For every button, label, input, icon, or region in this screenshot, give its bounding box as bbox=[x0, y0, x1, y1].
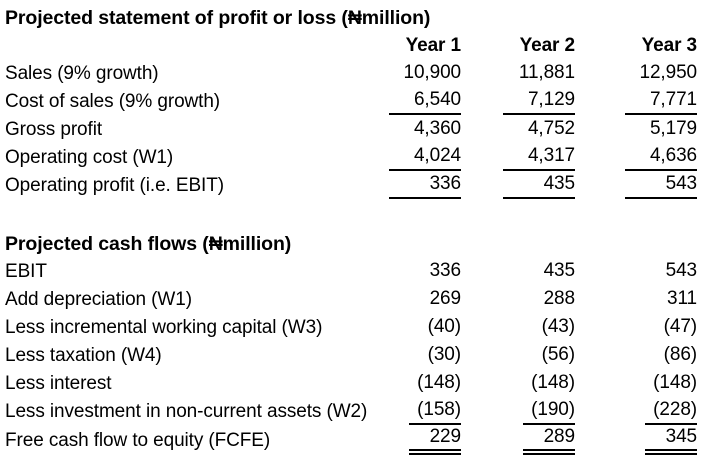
row-label: Operating profit (i.e. EBIT) bbox=[5, 175, 224, 196]
cell-value: 4,636 bbox=[577, 144, 705, 172]
cell-value: (56) bbox=[541, 344, 575, 365]
table-row-cost-of-sales: Cost of sales (9% growth) 6,540 7,129 7,… bbox=[5, 88, 705, 116]
table-row-working-capital: Less incremental working capital (W3) (4… bbox=[5, 314, 705, 342]
cell-value: (43) bbox=[541, 316, 575, 337]
cell-value: (40) bbox=[427, 316, 461, 337]
cell-value: 6,540 bbox=[383, 88, 463, 116]
cell-value: (190) bbox=[463, 398, 577, 426]
profit-loss-table: Projected statement of profit or loss (₦… bbox=[5, 4, 705, 200]
cell-value: 543 bbox=[577, 172, 705, 200]
cash-flows-table: Projected cash flows (₦million) EBIT 336… bbox=[5, 230, 705, 455]
cell-value: 345 bbox=[577, 426, 705, 455]
cell-value: 4,752 bbox=[527, 118, 575, 139]
table-row-operating-profit: Operating profit (i.e. EBIT) 336 435 543 bbox=[5, 172, 705, 200]
cell-value: (148) bbox=[531, 372, 575, 393]
cell-value: 7,771 bbox=[577, 88, 705, 116]
row-label: Less incremental working capital (W3) bbox=[5, 317, 323, 338]
header-spacer bbox=[5, 32, 383, 60]
table-row-gross-profit: Gross profit 4,360 4,752 5,179 bbox=[5, 116, 705, 144]
cell-value: 229 bbox=[383, 426, 463, 455]
table-row-operating-cost: Operating cost (W1) 4,024 4,317 4,636 bbox=[5, 144, 705, 172]
cell-value: (148) bbox=[653, 372, 698, 393]
row-label: Cost of sales (9% growth) bbox=[5, 91, 221, 112]
table-row-sales: Sales (9% growth) 10,900 11,881 12,950 bbox=[5, 60, 705, 88]
row-label: Add depreciation (W1) bbox=[5, 289, 192, 310]
section-title-row: Projected statement of profit or loss (₦… bbox=[5, 4, 705, 32]
cell-value: 289 bbox=[463, 426, 577, 455]
row-label: Free cash flow to equity (FCFE) bbox=[5, 429, 271, 451]
column-header-row: Year 1 Year 2 Year 3 bbox=[5, 32, 705, 60]
table-row-taxation: Less taxation (W4) (30) (56) (86) bbox=[5, 342, 705, 370]
cell-value: (228) bbox=[577, 398, 705, 426]
table-row-investment: Less investment in non-current assets (W… bbox=[5, 398, 705, 426]
cell-value: 4,024 bbox=[383, 144, 463, 172]
column-header-year3: Year 3 bbox=[641, 35, 698, 56]
cell-value: 543 bbox=[665, 260, 698, 281]
row-label: Less investment in non-current assets (W… bbox=[5, 401, 368, 422]
row-label: Less interest bbox=[5, 373, 112, 394]
cell-value: 336 bbox=[429, 260, 462, 281]
table-row-interest: Less interest (148) (148) (148) bbox=[5, 370, 705, 398]
cell-value: 7,129 bbox=[463, 88, 577, 116]
cell-value: (30) bbox=[427, 344, 461, 365]
cell-value: (47) bbox=[663, 316, 698, 337]
row-label: Operating cost (W1) bbox=[5, 147, 174, 168]
cell-value: 12,950 bbox=[639, 62, 698, 83]
cell-value: 435 bbox=[543, 260, 576, 281]
cell-value: 435 bbox=[463, 172, 577, 200]
cell-value: (148) bbox=[417, 372, 461, 393]
cell-value: 311 bbox=[667, 288, 698, 309]
table-row-depreciation: Add depreciation (W1) 269 288 311 bbox=[5, 286, 705, 314]
cell-value: 269 bbox=[429, 288, 462, 309]
cell-value: 4,360 bbox=[413, 118, 461, 139]
section-title-row: Projected cash flows (₦million) bbox=[5, 230, 705, 258]
cell-value: 10,900 bbox=[403, 62, 461, 83]
table-row-fcfe: Free cash flow to equity (FCFE) 229 289 … bbox=[5, 426, 705, 455]
row-label: Gross profit bbox=[5, 119, 102, 140]
cell-value: (86) bbox=[663, 344, 698, 365]
profit-loss-title: Projected statement of profit or loss (₦… bbox=[5, 6, 431, 29]
cell-value: 4,317 bbox=[463, 144, 577, 172]
row-label: Sales (9% growth) bbox=[5, 63, 159, 84]
row-label: EBIT bbox=[5, 261, 47, 282]
cell-value: (158) bbox=[383, 398, 463, 426]
cash-flows-title: Projected cash flows (₦million) bbox=[5, 232, 292, 255]
row-label: Less taxation (W4) bbox=[5, 345, 162, 366]
cell-value: 11,881 bbox=[518, 62, 575, 83]
column-header-year2: Year 2 bbox=[519, 35, 576, 56]
cell-value: 336 bbox=[383, 172, 463, 200]
table-row-ebit: EBIT 336 435 543 bbox=[5, 258, 705, 286]
cell-value: 288 bbox=[543, 288, 576, 309]
cell-value: 5,179 bbox=[649, 118, 698, 139]
column-header-year1: Year 1 bbox=[405, 35, 462, 56]
